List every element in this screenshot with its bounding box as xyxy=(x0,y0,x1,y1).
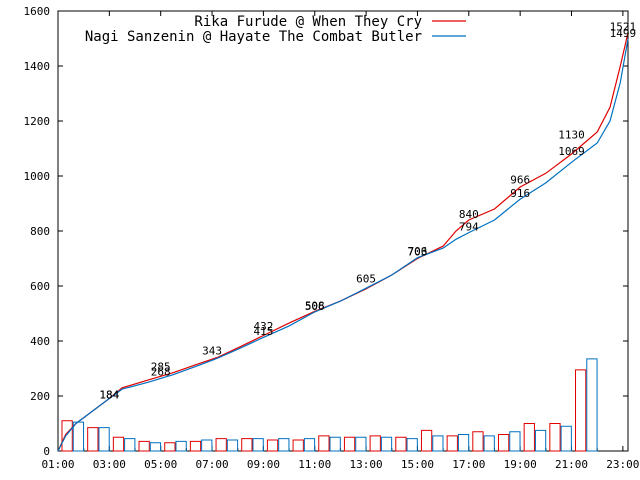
point-label: 916 xyxy=(510,187,530,200)
point-label: 605 xyxy=(356,273,376,286)
x-tick-label: 23:00 xyxy=(606,458,639,471)
x-tick-label: 13:00 xyxy=(350,458,383,471)
hourly-bar xyxy=(432,435,444,452)
point-label: 706 xyxy=(408,245,428,258)
y-tick-label: 1400 xyxy=(24,60,51,73)
hourly-bar xyxy=(534,429,547,452)
hourly-bar xyxy=(318,435,330,452)
hourly-bar xyxy=(446,435,458,452)
y-tick-label: 600 xyxy=(30,280,50,293)
point-label: 432 xyxy=(253,320,273,333)
x-tick-label: 05:00 xyxy=(144,458,177,471)
hourly-bar xyxy=(98,427,110,452)
hourly-bar xyxy=(457,434,470,452)
cumulative-lines xyxy=(57,32,629,452)
hourly-bar xyxy=(509,431,521,452)
point-label: 184 xyxy=(99,388,119,401)
hourly-bar xyxy=(215,438,227,452)
hourly-bar xyxy=(226,439,239,452)
hourly-bar xyxy=(420,429,433,452)
hourly-bar xyxy=(164,442,176,452)
point-label: 508 xyxy=(305,299,325,312)
x-tick-label: 15:00 xyxy=(401,458,434,471)
y-tick-label: 400 xyxy=(30,335,50,348)
hourly-bar xyxy=(266,439,279,452)
hourly-bar xyxy=(355,436,367,452)
hourly-bar xyxy=(278,438,290,452)
hourly-bar xyxy=(112,436,125,452)
axes: 0 200 400 600 800 1000 1200 1400 1600 01:00 03:00 0… xyxy=(24,5,640,471)
point-label: 703 xyxy=(408,246,428,259)
hourly-bar xyxy=(575,369,587,452)
point-label: 966 xyxy=(510,173,530,186)
legend-label: Rika Furude @ When They Cry xyxy=(194,14,422,30)
x-tick-label: 21:00 xyxy=(555,458,588,471)
x-tick-label: 07:00 xyxy=(195,458,228,471)
hourly-bar xyxy=(189,440,202,452)
point-label: 285 xyxy=(151,361,171,374)
hourly-bar xyxy=(549,423,561,452)
data-labels: 1842853434325086057068409661130152118426… xyxy=(99,21,636,402)
hourly-bar xyxy=(303,438,316,452)
hourly-bar xyxy=(560,425,572,452)
point-label: 184 xyxy=(99,388,119,401)
hourly-bar xyxy=(483,435,495,452)
point-label: 1069 xyxy=(558,145,585,158)
hourly-bars xyxy=(61,358,598,452)
point-label: 268 xyxy=(151,365,171,378)
hourly-bar xyxy=(406,438,418,452)
hourly-bar xyxy=(497,434,510,452)
x-tick-label: 17:00 xyxy=(452,458,485,471)
x-tick-label: 03:00 xyxy=(93,458,126,471)
hourly-bar xyxy=(72,421,85,452)
x-tick-label: 09:00 xyxy=(247,458,280,471)
point-label: 1521 xyxy=(610,21,637,34)
point-label: 506 xyxy=(305,300,325,313)
y-tick-label: 200 xyxy=(30,390,50,403)
y-tick-label: 1200 xyxy=(24,115,51,128)
hourly-bar xyxy=(472,431,484,452)
hourly-bar xyxy=(61,420,73,452)
y-tick-label: 800 xyxy=(30,225,50,238)
point-label: 343 xyxy=(202,345,222,358)
hourly-bar xyxy=(241,438,253,452)
series-line-1 xyxy=(57,38,629,452)
series-line-0 xyxy=(57,32,629,452)
hourly-bar xyxy=(175,440,187,452)
y-tick-label: 1600 xyxy=(24,5,51,18)
hourly-bar xyxy=(343,436,356,452)
hourly-bar xyxy=(252,438,264,452)
point-label: 1130 xyxy=(558,128,585,141)
point-label: 794 xyxy=(459,221,479,234)
hourly-bar xyxy=(124,438,136,452)
point-label: 1499 xyxy=(610,27,637,40)
hourly-bar xyxy=(369,435,381,452)
hourly-bar xyxy=(395,436,407,452)
x-tick-label: 01:00 xyxy=(41,458,74,471)
y-tick-label: 1000 xyxy=(24,170,51,183)
x-tick-label: 19:00 xyxy=(504,458,537,471)
legend-label: Nagi Sanzenin @ Hayate The Combat Butler xyxy=(85,29,422,45)
hourly-bar xyxy=(523,423,535,452)
y-tick-label: 0 xyxy=(43,445,50,458)
hourly-bar xyxy=(586,358,598,452)
hourly-bar xyxy=(87,427,99,452)
point-label: 840 xyxy=(459,208,479,221)
hourly-bar xyxy=(380,436,393,452)
hourly-bar xyxy=(292,439,304,452)
hourly-bar xyxy=(201,439,213,452)
x-tick-label: 11:00 xyxy=(298,458,331,471)
plot-frame xyxy=(57,10,629,452)
point-label: 415 xyxy=(253,325,273,338)
hourly-bar xyxy=(149,442,162,452)
hourly-bar xyxy=(329,436,341,452)
hourly-bar xyxy=(138,440,150,452)
